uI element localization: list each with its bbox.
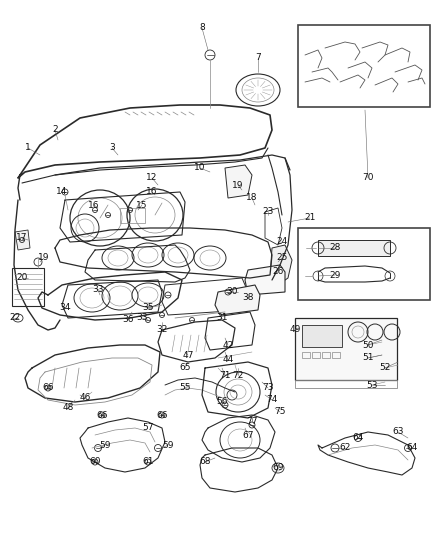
Text: 51: 51 <box>362 353 374 362</box>
Polygon shape <box>245 265 285 295</box>
Text: 20: 20 <box>16 273 28 282</box>
Text: 34: 34 <box>59 303 71 312</box>
Text: 73: 73 <box>262 384 274 392</box>
Text: 35: 35 <box>142 303 154 312</box>
Text: 19: 19 <box>232 181 244 190</box>
Text: 53: 53 <box>366 381 378 390</box>
Text: 42: 42 <box>223 341 233 350</box>
Text: 18: 18 <box>246 193 258 203</box>
Text: 32: 32 <box>156 326 168 335</box>
Text: 16: 16 <box>146 188 158 197</box>
Text: 12: 12 <box>146 174 158 182</box>
Text: 31: 31 <box>216 313 228 322</box>
Text: 8: 8 <box>199 23 205 33</box>
Text: 61: 61 <box>142 457 154 466</box>
Text: 24: 24 <box>276 238 288 246</box>
Polygon shape <box>225 165 252 198</box>
Text: 21: 21 <box>304 214 316 222</box>
Text: 71: 71 <box>219 370 231 379</box>
Polygon shape <box>15 230 30 250</box>
Polygon shape <box>215 285 260 315</box>
Text: 72: 72 <box>232 370 244 379</box>
Text: 75: 75 <box>274 408 286 416</box>
Text: 65: 65 <box>179 364 191 373</box>
Text: 16: 16 <box>88 200 100 209</box>
Text: 70: 70 <box>362 174 374 182</box>
Bar <box>12 268 44 306</box>
Text: 67: 67 <box>242 431 254 440</box>
Text: 10: 10 <box>194 164 206 173</box>
Text: 33: 33 <box>92 286 104 295</box>
Text: 7: 7 <box>255 53 261 62</box>
Text: 28: 28 <box>329 244 341 253</box>
Text: 64: 64 <box>352 433 364 442</box>
Bar <box>298 228 430 300</box>
Bar <box>298 25 430 107</box>
Bar <box>322 352 330 358</box>
Text: 33: 33 <box>136 313 148 322</box>
Bar <box>318 240 390 256</box>
Text: 56: 56 <box>216 398 228 407</box>
Text: 36: 36 <box>122 316 134 325</box>
Text: 17: 17 <box>16 233 28 243</box>
Text: 49: 49 <box>290 326 301 335</box>
Polygon shape <box>270 245 292 285</box>
Text: 74: 74 <box>266 395 278 405</box>
Bar <box>120 208 145 223</box>
Text: 38: 38 <box>242 294 254 303</box>
Text: 15: 15 <box>136 200 148 209</box>
Text: 59: 59 <box>162 440 174 449</box>
Text: 48: 48 <box>62 403 74 413</box>
Text: 44: 44 <box>223 356 233 365</box>
Text: 52: 52 <box>379 364 391 373</box>
Text: 1: 1 <box>25 143 31 152</box>
Text: 66: 66 <box>96 410 108 419</box>
Text: 47: 47 <box>182 351 194 359</box>
Text: 59: 59 <box>99 440 111 449</box>
Text: 68: 68 <box>199 457 211 466</box>
Text: 62: 62 <box>339 443 351 453</box>
Bar <box>312 352 320 358</box>
Text: 63: 63 <box>392 427 404 437</box>
Text: 77: 77 <box>246 417 258 426</box>
Text: 22: 22 <box>9 313 21 322</box>
Bar <box>295 318 397 380</box>
Text: 69: 69 <box>272 464 284 472</box>
Text: 14: 14 <box>57 188 68 197</box>
Bar <box>302 325 342 347</box>
Bar <box>332 352 340 358</box>
Text: 46: 46 <box>79 393 91 402</box>
Text: 25: 25 <box>276 254 288 262</box>
Text: 55: 55 <box>179 384 191 392</box>
Text: 66: 66 <box>156 410 168 419</box>
Text: 60: 60 <box>89 457 101 466</box>
Text: 64: 64 <box>406 443 418 453</box>
Text: 19: 19 <box>38 254 50 262</box>
Text: 26: 26 <box>272 268 284 277</box>
Text: 57: 57 <box>142 424 154 432</box>
Text: 2: 2 <box>52 125 58 134</box>
Text: 30: 30 <box>226 287 238 296</box>
Bar <box>302 352 310 358</box>
Text: 50: 50 <box>362 341 374 350</box>
Text: 66: 66 <box>42 384 54 392</box>
Text: 23: 23 <box>262 207 274 216</box>
Bar <box>295 380 397 388</box>
Text: 3: 3 <box>109 143 115 152</box>
Text: 29: 29 <box>329 271 341 279</box>
